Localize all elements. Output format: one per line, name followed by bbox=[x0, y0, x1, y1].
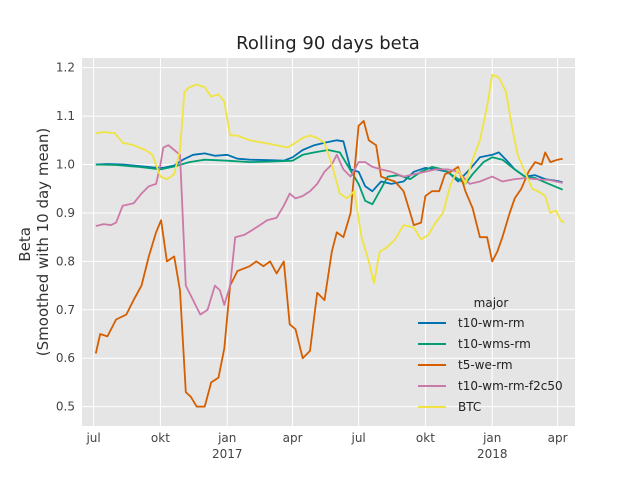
y-tick-label: 1.2 bbox=[56, 61, 75, 75]
legend-title: major bbox=[474, 296, 509, 310]
y-tick-label: 1.0 bbox=[56, 158, 75, 172]
x-tick-label: jan bbox=[482, 431, 501, 445]
y-axis-label-line-1: Beta bbox=[16, 227, 34, 262]
x-tick-year-label: 2017 bbox=[212, 447, 243, 461]
x-tick-label: apr bbox=[283, 431, 303, 445]
y-axis: 0.5 0.6 0.7 0.8 0.9 1.0 1.1 1.2 bbox=[56, 61, 75, 414]
grid-lines bbox=[82, 58, 575, 426]
legend: major t10-wm-rm t10-wms-rm t5-we-rm t10-wm-… bbox=[418, 296, 563, 414]
y-axis-label: Beta (Smoothed with 10 day mean) bbox=[16, 128, 52, 356]
y-tick-label: 0.5 bbox=[56, 400, 75, 414]
x-axis: jul okt jan 2017 apr jul okt jan 2018 apr bbox=[85, 431, 567, 461]
x-tick-label: jul bbox=[85, 431, 100, 445]
series-line-t10-wm-rm-f2c50 bbox=[95, 144, 563, 316]
series-line-t5-we-rm bbox=[94, 120, 563, 408]
legend-label: t10-wm-rm-f2c50 bbox=[458, 379, 563, 393]
legend-label: BTC bbox=[458, 400, 481, 414]
x-tick-label: okt bbox=[151, 431, 170, 445]
x-tick-label: jan bbox=[217, 431, 236, 445]
series-line-BTC bbox=[95, 74, 565, 285]
legend-label: t10-wms-rm bbox=[458, 337, 531, 351]
chart-title: Rolling 90 days beta bbox=[236, 33, 420, 54]
y-axis-label-line-2: (Smoothed with 10 day mean) bbox=[34, 128, 52, 356]
legend-label: t5-we-rm bbox=[458, 358, 513, 372]
x-tick-label: jul bbox=[350, 431, 365, 445]
series-lines bbox=[94, 74, 565, 408]
y-tick-label: 1.1 bbox=[56, 109, 75, 123]
x-tick-label: apr bbox=[548, 431, 568, 445]
legend-label: t10-wm-rm bbox=[458, 316, 525, 330]
y-tick-label: 0.9 bbox=[56, 206, 75, 220]
x-tick-year-label: 2018 bbox=[477, 447, 508, 461]
y-tick-label: 0.6 bbox=[56, 351, 75, 365]
x-tick-label: okt bbox=[416, 431, 435, 445]
y-tick-label: 0.8 bbox=[56, 254, 75, 268]
y-tick-label: 0.7 bbox=[56, 303, 75, 317]
series-line-t10-wms-rm bbox=[95, 149, 564, 206]
